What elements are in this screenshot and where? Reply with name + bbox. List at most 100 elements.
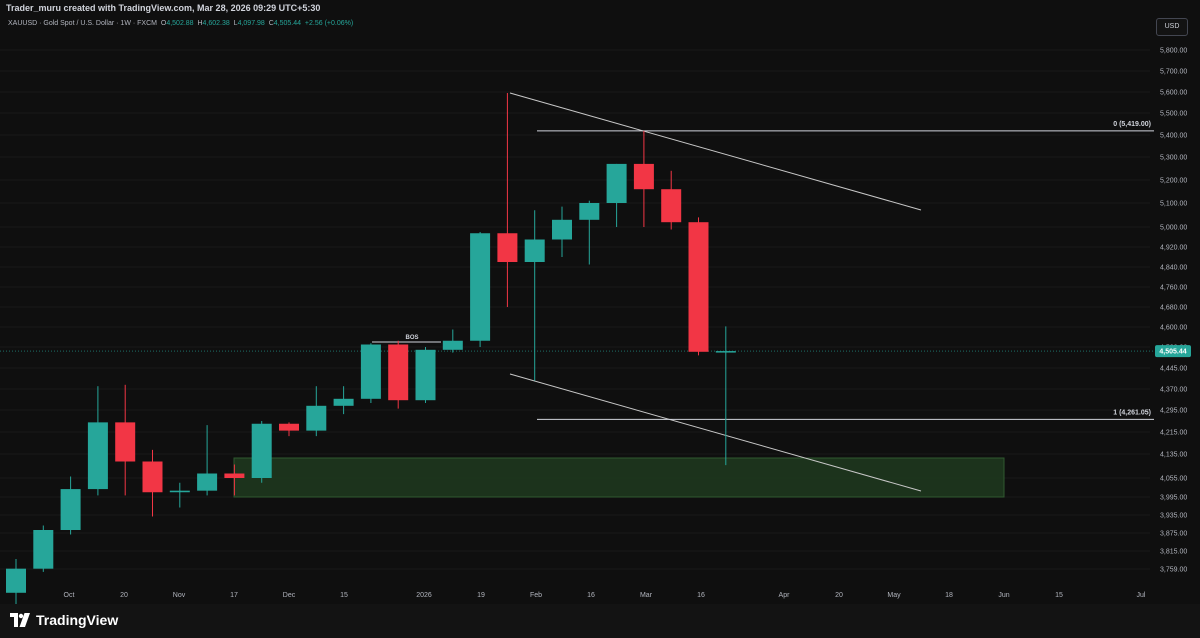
y-tick-label: 3,815.00 xyxy=(1160,549,1187,556)
y-tick-label: 4,215.00 xyxy=(1160,430,1187,437)
annotations: BOS 0 (5,419.00) 1 (4,261.05) xyxy=(405,121,1151,417)
x-tick-label: Dec xyxy=(283,592,296,599)
candle-body xyxy=(115,422,136,462)
symbol-title[interactable]: XAUUSD · Gold Spot / U.S. Dollar · 1W · … xyxy=(8,20,157,27)
candle-body xyxy=(388,344,409,401)
candle-body xyxy=(415,349,436,401)
y-tick-label: 4,135.00 xyxy=(1160,452,1187,459)
y-tick-label: 5,000.00 xyxy=(1160,225,1187,232)
candle xyxy=(6,559,26,604)
candle xyxy=(579,200,600,265)
candle-body xyxy=(715,351,736,353)
x-tick-label: Feb xyxy=(530,592,542,599)
candle xyxy=(606,163,627,227)
x-tick-label: Mar xyxy=(640,592,653,599)
candle xyxy=(279,422,299,437)
close-label: C xyxy=(268,20,274,27)
y-tick-label: 5,200.00 xyxy=(1160,178,1187,185)
tradingview-logo[interactable]: TradingView xyxy=(10,612,118,628)
candle xyxy=(251,421,272,483)
candles xyxy=(6,93,736,604)
candle xyxy=(224,464,245,496)
y-tick-label: 5,800.00 xyxy=(1160,48,1187,55)
high-value: 4,602.38 xyxy=(202,20,230,27)
candle xyxy=(60,476,81,535)
x-tick-label: May xyxy=(887,592,901,599)
current-price-label: 4,505.44 xyxy=(1159,349,1186,356)
time-axis: Oct 20 Nov 17 Dec 15 2026 19 Feb 16 Mar 16 Apr 20 May 1… xyxy=(64,592,1146,599)
candle xyxy=(552,206,572,257)
price-chart[interactable]: BOS 0 (5,419.00) 1 (4,261.05) 5,800.00 5,70… xyxy=(0,0,1200,604)
candle-body xyxy=(87,422,108,490)
y-tick-label: 3,759.00 xyxy=(1160,567,1187,574)
symbol-legend: XAUUSD · Gold Spot / U.S. Dollar · 1W · … xyxy=(8,20,353,27)
y-tick-label: 4,055.00 xyxy=(1160,476,1187,483)
x-tick-label: 2026 xyxy=(416,592,432,599)
candle-body xyxy=(470,233,491,341)
price-axis: 5,800.00 5,700.00 5,600.00 5,500.00 5,400.00… xyxy=(1155,48,1191,574)
y-tick-label: 5,600.00 xyxy=(1160,90,1187,97)
x-tick-label: 20 xyxy=(835,592,843,599)
chart-credit: Trader_muru created with TradingView.com… xyxy=(6,3,321,13)
candle xyxy=(524,210,545,381)
x-tick-label: 19 xyxy=(477,592,485,599)
x-tick-label: 16 xyxy=(697,592,705,599)
fib-bottom-label: 1 (4,261.05) xyxy=(1113,409,1151,416)
x-tick-label: 15 xyxy=(340,592,348,599)
candle-body xyxy=(224,473,245,478)
y-tick-label: 4,680.00 xyxy=(1160,305,1187,312)
candle-body xyxy=(633,163,654,190)
high-label: H xyxy=(197,20,203,27)
candle-body xyxy=(333,398,354,406)
candle-body xyxy=(606,163,627,203)
candle xyxy=(115,384,136,496)
x-tick-label: Oct xyxy=(64,592,75,599)
lower-trend-line xyxy=(509,373,922,492)
y-tick-label: 5,700.00 xyxy=(1160,69,1187,76)
open-value: 4,502.88 xyxy=(166,20,194,27)
candle-body xyxy=(552,219,572,240)
y-tick-label: 3,995.00 xyxy=(1160,495,1187,502)
x-tick-label: 16 xyxy=(587,592,595,599)
currency-button[interactable]: USD xyxy=(1156,18,1188,36)
candle-body xyxy=(579,203,600,220)
x-tick-label: Jul xyxy=(1137,592,1146,599)
x-tick-label: Nov xyxy=(173,592,186,599)
bottom-bar: TradingView xyxy=(0,604,1200,638)
candle xyxy=(715,326,736,466)
candle-body xyxy=(33,530,54,569)
candle-body xyxy=(60,489,81,530)
y-tick-label: 3,875.00 xyxy=(1160,531,1187,538)
candle-body xyxy=(524,239,545,262)
trend-lines xyxy=(0,92,1154,492)
upper-trend-line xyxy=(509,92,922,211)
candle xyxy=(470,232,491,347)
candle-body xyxy=(169,490,190,493)
tradingview-icon xyxy=(10,613,30,627)
y-tick-label: 5,500.00 xyxy=(1160,111,1187,118)
candle-body xyxy=(306,405,327,431)
candle xyxy=(87,386,108,496)
x-tick-label: 17 xyxy=(230,592,238,599)
y-tick-label: 4,445.00 xyxy=(1160,366,1187,373)
top-bar: Trader_muru created with TradingView.com… xyxy=(0,0,1200,16)
y-tick-label: 5,100.00 xyxy=(1160,201,1187,208)
candle xyxy=(197,425,218,496)
bos-label: BOS xyxy=(405,335,418,341)
brand-name: TradingView xyxy=(36,612,119,628)
y-tick-label: 5,400.00 xyxy=(1160,133,1187,140)
y-tick-label: 4,760.00 xyxy=(1160,285,1187,292)
demand-zone xyxy=(233,457,1005,498)
demand-zone-box xyxy=(233,457,1005,498)
y-tick-label: 4,920.00 xyxy=(1160,245,1187,252)
y-tick-label: 4,295.00 xyxy=(1160,408,1187,415)
candle-body xyxy=(442,340,463,350)
y-tick-label: 4,370.00 xyxy=(1160,387,1187,394)
candle xyxy=(633,130,654,227)
candle-body xyxy=(688,222,709,352)
x-tick-label: 18 xyxy=(945,592,953,599)
candle xyxy=(360,343,381,403)
candle xyxy=(497,93,518,307)
y-tick-label: 4,600.00 xyxy=(1160,325,1187,332)
x-tick-label: Jun xyxy=(998,592,1009,599)
